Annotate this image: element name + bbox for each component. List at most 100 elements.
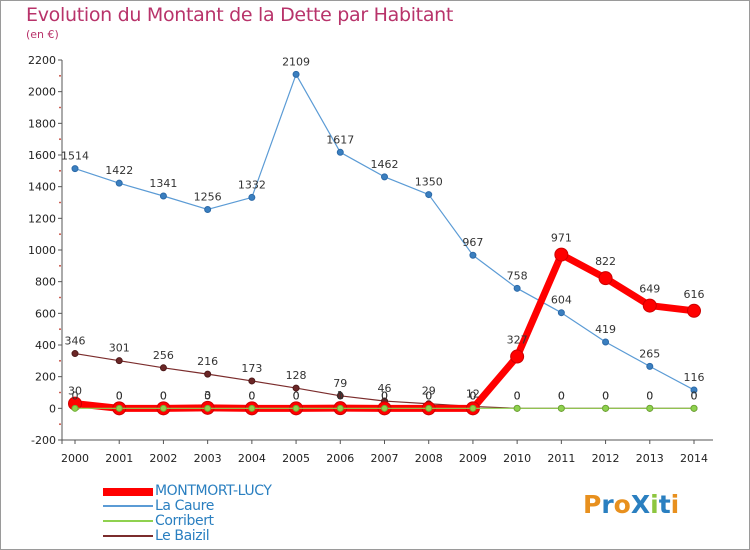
data-point-montmort-lucy	[554, 247, 569, 262]
legend-swatch-corribert	[103, 520, 153, 522]
data-label-le-baizil: 0	[602, 389, 609, 402]
data-label-le-baizil: 29	[422, 385, 436, 398]
data-point-corribert	[469, 404, 477, 412]
data-point-corribert	[557, 404, 565, 412]
data-label-la-caure: 419	[595, 323, 616, 336]
y-tick-label: 600	[35, 307, 56, 320]
data-point-corribert	[204, 404, 212, 412]
data-label-corribert: 0	[514, 389, 521, 402]
data-label-la-caure: 1462	[371, 158, 399, 171]
data-label-corribert: 0	[558, 389, 565, 402]
y-tick-label: 1600	[28, 149, 56, 162]
y-minor-dot	[59, 138, 61, 141]
data-label-montmort-lucy: 0	[160, 389, 167, 402]
legend-label-corribert: Corribert	[155, 513, 214, 529]
data-label-corribert: 0	[602, 389, 609, 402]
data-label-montmort-lucy: 1	[337, 389, 344, 402]
data-point-corribert	[513, 404, 521, 412]
data-label-montmort-lucy: 0	[293, 389, 300, 402]
data-label-montmort-lucy: 649	[639, 283, 660, 296]
y-tick-label: 200	[35, 371, 56, 384]
data-point-la-caure	[204, 205, 212, 213]
y-tick-label: 0	[49, 402, 56, 415]
data-point-la-caure	[336, 148, 344, 156]
data-label-corribert: 0	[337, 389, 344, 402]
data-point-la-caure	[292, 70, 300, 78]
y-tick-label: 2000	[28, 86, 56, 99]
x-tick-label: 2011	[547, 452, 575, 465]
y-tick-label: 1800	[28, 117, 56, 130]
x-tick-label: 2007	[371, 452, 399, 465]
y-minor-dot	[59, 74, 61, 77]
data-label-le-baizil: 0	[514, 389, 521, 402]
y-tick-label: 1200	[28, 212, 56, 225]
data-point-montmort-lucy	[510, 349, 525, 364]
data-point-la-caure	[557, 309, 565, 317]
data-label-montmort-lucy: 971	[551, 232, 572, 245]
data-point-le-baizil	[159, 364, 167, 372]
data-label-le-baizil: 128	[286, 369, 307, 382]
x-tick-label: 2004	[238, 452, 266, 465]
legend-swatch-le-baizil	[103, 535, 153, 537]
y-minor-dot	[59, 201, 61, 204]
y-minor-dot	[59, 296, 61, 299]
data-label-la-caure: 265	[639, 347, 660, 360]
logo-letter: r	[601, 490, 614, 519]
x-tick-label: 2014	[680, 452, 708, 465]
data-point-corribert	[248, 404, 256, 412]
x-tick-label: 2010	[503, 452, 531, 465]
data-label-le-baizil: 12	[466, 387, 480, 400]
x-tick-label: 2013	[636, 452, 664, 465]
data-label-montmort-lucy: 327	[507, 334, 528, 347]
y-minor-dot	[59, 359, 61, 362]
data-point-montmort-lucy	[642, 298, 657, 313]
legend-swatch-la-caure	[103, 505, 153, 507]
data-point-corribert	[602, 404, 610, 412]
data-label-montmort-lucy: 822	[595, 255, 616, 268]
x-tick-label: 2003	[194, 452, 222, 465]
data-label-corribert: 0	[381, 389, 388, 402]
data-label-le-baizil: 0	[691, 389, 698, 402]
logo-letter: X	[630, 490, 651, 519]
data-label-le-baizil: 0	[646, 389, 653, 402]
y-tick-label: 1400	[28, 181, 56, 194]
y-minor-dot	[59, 169, 61, 172]
data-label-le-baizil: 301	[109, 342, 130, 355]
x-tick-label: 2006	[326, 452, 354, 465]
data-label-montmort-lucy: 0	[248, 389, 255, 402]
data-point-corribert	[690, 404, 698, 412]
legend-label-montmort-lucy: MONTMORT-LUCY	[155, 483, 272, 499]
data-point-le-baizil	[292, 384, 300, 392]
data-label-la-caure: 1617	[326, 133, 354, 146]
data-label-le-baizil: 46	[378, 382, 392, 395]
y-tick-label: -200	[31, 434, 56, 447]
data-label-corribert: 0	[646, 389, 653, 402]
x-tick-label: 2009	[459, 452, 487, 465]
data-label-la-caure: 967	[462, 236, 483, 249]
data-point-corribert	[159, 404, 167, 412]
data-label-montmort-lucy: 0	[469, 389, 476, 402]
data-label-la-caure: 1256	[194, 190, 222, 203]
data-label-corribert: 0	[691, 389, 698, 402]
data-point-corribert	[71, 404, 79, 412]
data-label-le-baizil: 346	[65, 335, 86, 348]
y-minor-dot	[59, 423, 61, 426]
data-label-la-caure: 1422	[105, 164, 133, 177]
data-point-le-baizil	[248, 377, 256, 385]
data-label-la-caure: 1514	[61, 150, 89, 163]
legend-label-la-caure: La Caure	[155, 498, 214, 514]
data-point-corribert	[115, 404, 123, 412]
data-label-la-caure: 758	[507, 269, 528, 282]
data-label-la-caure: 1341	[149, 177, 177, 190]
logo-letter: o	[613, 490, 631, 519]
series-line-la-caure	[74, 73, 695, 391]
data-point-la-caure	[425, 191, 433, 199]
data-label-montmort-lucy: 30	[68, 385, 82, 398]
data-point-le-baizil	[336, 392, 344, 400]
y-minor-dot	[59, 106, 61, 109]
data-point-le-baizil	[115, 357, 123, 365]
y-minor-dot	[59, 328, 61, 331]
data-label-corribert: 0	[204, 389, 211, 402]
data-label-le-baizil: 216	[197, 355, 218, 368]
data-label-corribert: 0	[293, 389, 300, 402]
